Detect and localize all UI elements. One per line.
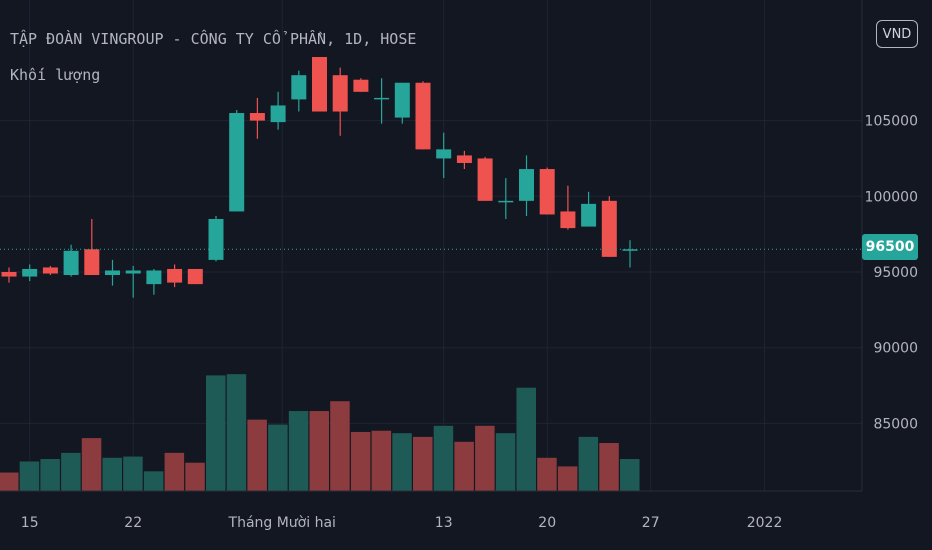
volume-bar [226, 374, 247, 491]
candle-body [312, 57, 327, 112]
candle-body [146, 270, 162, 285]
volume-bar [123, 456, 143, 491]
volume-bar [537, 457, 557, 491]
grid-lines [0, 0, 862, 491]
volume-bar [371, 430, 392, 491]
time-tick-label: 15 [21, 515, 39, 531]
volume-bar [392, 433, 412, 491]
volume-bar [516, 387, 536, 491]
candle-body [601, 200, 617, 257]
volume-bar [620, 459, 640, 491]
candle-body [84, 249, 100, 276]
candle-body [456, 155, 472, 163]
price-axis-labels: 85000 90000 95000 100000 105000 [865, 114, 918, 433]
volume-label: Khối lượng [10, 66, 101, 84]
price-tick-label: 105000 [865, 114, 918, 130]
volume-bar [61, 452, 81, 491]
candle-body [229, 113, 245, 212]
volume-bar [102, 457, 122, 491]
time-tick-label: Tháng Mười hai [228, 515, 336, 531]
volume-bar [268, 424, 288, 491]
volume-bar [288, 411, 309, 491]
price-tick-label: 85000 [873, 416, 918, 432]
volume-bar [206, 375, 226, 491]
volume-bar [0, 472, 19, 491]
candle-body [125, 270, 141, 274]
volume-bar [247, 419, 267, 491]
volume-bar [330, 401, 350, 491]
candle-body [394, 82, 410, 118]
candle-body [105, 270, 120, 276]
candle-body [270, 105, 286, 123]
volume-bar [454, 441, 474, 491]
candle-body [581, 203, 597, 227]
candle-body [187, 268, 203, 285]
candle-body [63, 250, 79, 276]
candle-body [167, 268, 183, 283]
time-tick-label: 2022 [747, 515, 783, 531]
candle-body [477, 158, 493, 201]
volume-bar [433, 425, 454, 491]
candle-body [498, 200, 514, 203]
volume-bar [81, 438, 102, 491]
volume-bar [557, 466, 578, 491]
candle-body [374, 97, 390, 100]
time-tick-label: 20 [538, 515, 556, 531]
candle-body [519, 169, 534, 201]
volume-bar [164, 452, 185, 491]
candle-body [415, 82, 431, 150]
candle-body [622, 249, 638, 251]
candle-body [42, 267, 58, 274]
volume-bar [599, 443, 619, 491]
volume-bar [413, 436, 433, 491]
candle-body [22, 268, 38, 277]
volume-bar [309, 411, 329, 491]
volume-bar [495, 433, 516, 491]
volume-bar [143, 471, 164, 491]
price-tick-label: 90000 [873, 341, 918, 357]
time-tick-label: 22 [124, 515, 142, 531]
candle-body [353, 79, 369, 92]
volume-bar [40, 459, 60, 491]
last-price-tag: 96500 [862, 234, 918, 260]
volume-bar [185, 462, 205, 491]
currency-button[interactable]: VND [876, 20, 918, 48]
time-tick-label: 13 [435, 515, 453, 531]
candle-body [291, 75, 307, 100]
candle-body [332, 75, 348, 112]
price-candles [1, 57, 638, 298]
price-tick-label: 95000 [873, 265, 918, 281]
volume-bar [19, 461, 40, 491]
time-tick-label: 27 [642, 515, 660, 531]
candle-body [208, 219, 224, 260]
volume-bars [0, 374, 640, 491]
candle-body [436, 149, 452, 159]
candle-body [249, 113, 265, 121]
time-axis-labels: 15 22 Tháng Mười hai 13 20 27 2022 [21, 515, 783, 531]
candle-body [539, 169, 555, 215]
volume-bar [578, 436, 599, 491]
chart-title: TẬP ĐOÀN VINGROUP - CÔNG TY CỔ PHẦN, 1D,… [10, 30, 417, 48]
volume-bar [350, 431, 371, 491]
candle-body [560, 211, 576, 229]
price-tick-label: 100000 [865, 189, 918, 205]
candle-body [1, 272, 17, 277]
volume-bar [475, 425, 495, 491]
